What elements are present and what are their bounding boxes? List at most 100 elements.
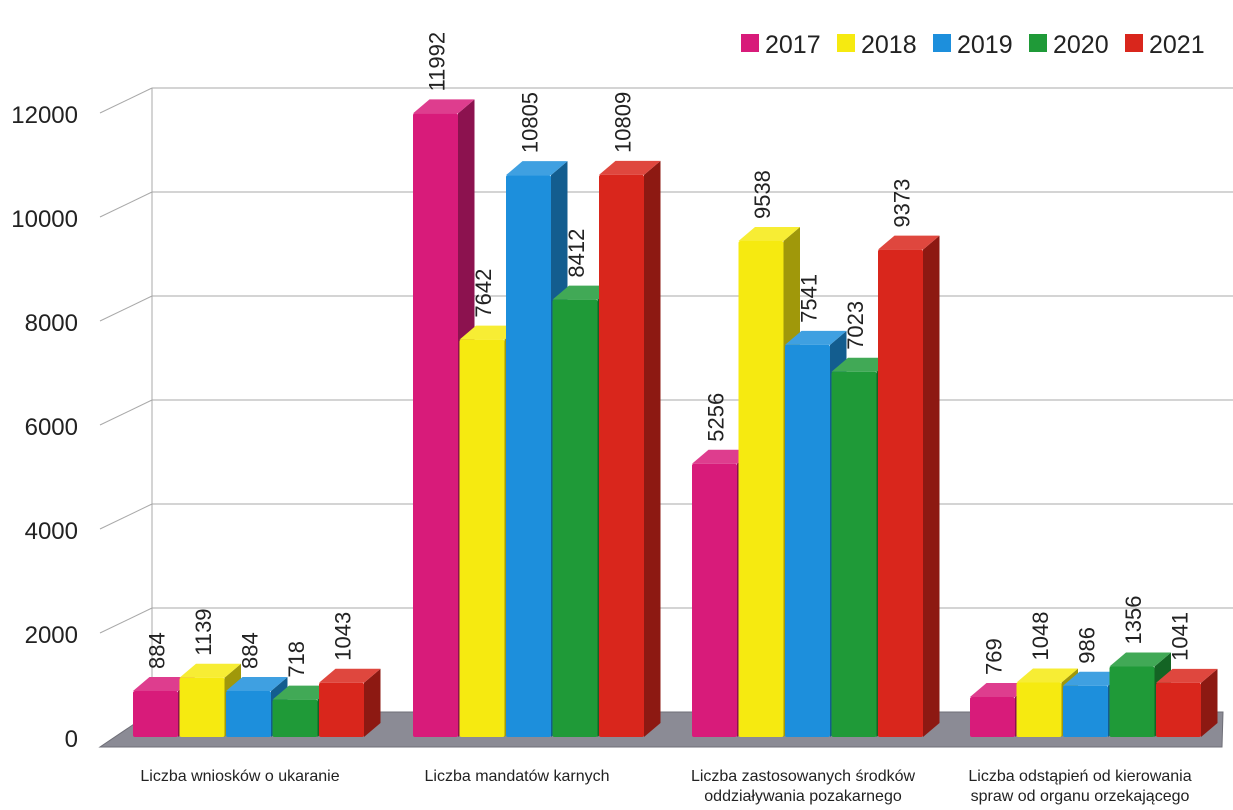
gridline-diagonal [99, 607, 153, 634]
bar-front [970, 697, 1015, 737]
category-label: Liczba mandatów karnych [425, 768, 610, 785]
bar-front [692, 463, 737, 737]
y-tick-label: 2000 [25, 622, 78, 649]
y-tick-label: 10000 [11, 206, 78, 233]
bar-front [1109, 666, 1155, 737]
bar-2021-1 [599, 160, 661, 737]
bar-2021-3 [1156, 668, 1218, 737]
bar-top [970, 683, 1032, 698]
bar-front [179, 677, 225, 737]
bar-front [1063, 685, 1108, 737]
bar-top [1109, 652, 1171, 667]
data-label: 1048 [1028, 612, 1053, 661]
bar-front [272, 699, 318, 737]
data-label: 9538 [750, 170, 775, 219]
bar-side [923, 235, 940, 737]
data-label: 1041 [1168, 612, 1193, 661]
bar-top [319, 668, 381, 683]
bar-front [831, 371, 877, 737]
y-tick-label: 12000 [11, 102, 78, 129]
bar-top [459, 325, 521, 340]
bars [133, 99, 1218, 738]
bar-front [133, 691, 178, 737]
legend-swatch [837, 34, 855, 52]
bar-side [1201, 668, 1218, 737]
category-label: Liczba odstąpień od kierowania [968, 768, 1191, 785]
bar-top [413, 99, 475, 114]
data-label: 11992 [425, 32, 450, 92]
legend-swatch [933, 34, 951, 52]
gridlines [99, 87, 1233, 712]
bar-side [364, 668, 381, 737]
y-tick-label: 4000 [25, 518, 78, 545]
bar-top [226, 677, 288, 692]
category-label: oddziaływania pozakarnego [704, 788, 902, 805]
data-label: 10805 [518, 92, 543, 153]
bar-top [272, 685, 334, 700]
data-label: 986 [1075, 627, 1100, 664]
gridline-diagonal [99, 87, 153, 114]
legend-label: 2017 [765, 31, 821, 59]
bar-top [506, 161, 568, 176]
legend-swatch [741, 34, 759, 52]
bar-top [1156, 668, 1218, 683]
data-label: 8412 [564, 229, 589, 278]
legend-label: 2020 [1053, 31, 1109, 59]
data-label: 9373 [890, 179, 915, 228]
bar-front [1016, 682, 1062, 737]
gridline-diagonal [99, 191, 153, 218]
data-label: 7023 [843, 301, 868, 350]
bar-front [552, 299, 598, 737]
data-label: 1043 [331, 612, 356, 661]
bar-front [878, 249, 923, 737]
bar-top [1016, 668, 1078, 683]
bar-top [133, 677, 195, 692]
legend-label: 2021 [1149, 31, 1205, 59]
data-label: 884 [145, 632, 170, 669]
y-tick-label: 6000 [25, 414, 78, 441]
bar-2021-2 [878, 235, 940, 737]
y-tick-label: 8000 [25, 310, 78, 337]
category-label: spraw od organu orzekającego [971, 788, 1190, 805]
bar-top [1063, 671, 1125, 686]
y-axis-tick-labels: 0 2000 4000 6000 8000 10000 12000 [11, 102, 78, 753]
bar-front [319, 682, 364, 737]
bar-front [1156, 682, 1201, 737]
data-label: 769 [982, 638, 1007, 675]
category-label: Liczba zastosowanych środków [691, 768, 916, 785]
data-label: 7642 [471, 269, 496, 318]
bar-front [226, 691, 271, 737]
bar-2021-0 [319, 668, 381, 737]
category-label: Liczba wniosków o ukaranie [140, 768, 339, 785]
gridline-diagonal [99, 399, 153, 426]
gridline-diagonal [99, 503, 153, 530]
data-label: 1139 [191, 608, 216, 655]
bar-top [831, 357, 893, 372]
bar-top [692, 449, 754, 464]
bar-front [413, 113, 458, 737]
legend-label: 2019 [957, 31, 1013, 59]
gridline-diagonal [99, 295, 153, 322]
y-tick-label: 0 [65, 726, 78, 753]
data-label: 884 [238, 632, 263, 669]
bar-top [785, 330, 847, 345]
legend-swatch [1029, 34, 1047, 52]
bar-top [552, 285, 614, 300]
category-labels: Liczba wniosków o ukaranie Liczba mandató… [140, 768, 1191, 805]
data-label: 718 [284, 641, 309, 678]
legend: 2017 2018 2019 2020 2021 [741, 31, 1205, 59]
data-label: 1356 [1121, 596, 1146, 645]
data-label: 7541 [797, 274, 822, 323]
bar-front [459, 339, 505, 737]
bar-side [644, 160, 661, 737]
bar-front [599, 174, 644, 737]
legend-label: 2018 [861, 31, 917, 59]
legend-swatch [1125, 34, 1143, 52]
bar-top [878, 235, 940, 250]
data-label: 10809 [611, 92, 636, 153]
bar-front [785, 344, 830, 737]
data-labels: 884 11992 5256 769 1139 7642 9538 1048 884 10805 7… [145, 32, 1193, 678]
bar-top [738, 227, 800, 242]
